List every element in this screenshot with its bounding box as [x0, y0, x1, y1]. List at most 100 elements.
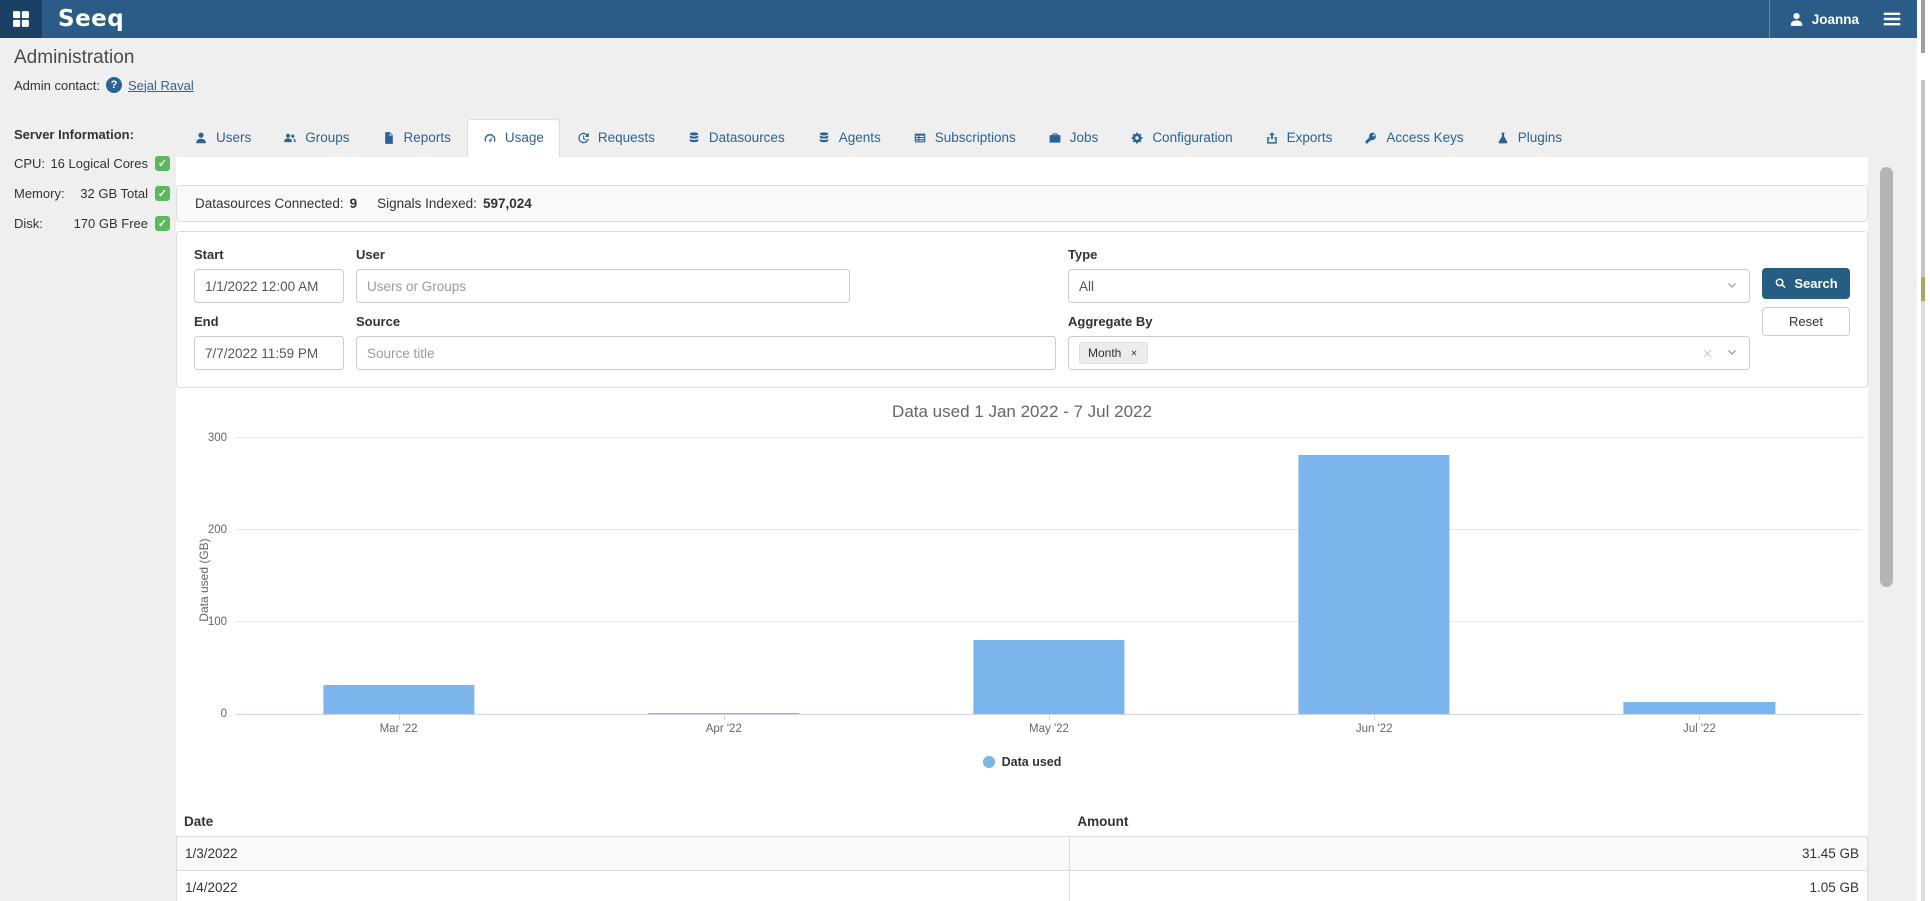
tab-label: Groups	[305, 130, 350, 146]
x-tick-label: Jul '22	[1682, 723, 1716, 735]
usage-panel: Datasources Connected: 9 Signals Indexed:…	[176, 157, 1868, 901]
end-label: End	[194, 314, 219, 329]
hamburger-menu-button[interactable]	[1877, 8, 1917, 30]
tab-label: Subscriptions	[934, 130, 1016, 146]
signals-indexed-stat: Signals Indexed: 597,024	[377, 196, 532, 211]
tab-groups[interactable]: Groups	[267, 119, 365, 157]
server-info-heading: Server Information:	[14, 127, 134, 142]
legend-item-data-used[interactable]: Data used	[982, 755, 1061, 769]
search-button[interactable]: Search	[1762, 268, 1850, 299]
scrollbar-marker	[1921, 277, 1925, 301]
start-input[interactable]	[194, 269, 344, 303]
question-circle-icon	[106, 77, 122, 93]
window-scrollbar-track	[1921, 80, 1925, 277]
tab-label: Access Keys	[1386, 130, 1464, 146]
x-tick-mark	[398, 714, 400, 720]
user-input[interactable]	[356, 269, 850, 303]
aggregate-by-select[interactable]: Month	[1068, 336, 1750, 370]
gridline	[236, 529, 1862, 530]
flask-icon	[1496, 131, 1510, 145]
tab-label: Plugins	[1517, 130, 1562, 146]
tab-label: Usage	[504, 130, 544, 146]
tab-label: Agents	[838, 130, 881, 146]
y-axis-title: Data used (GB)	[197, 538, 211, 622]
cell-amount: 31.45 GB	[1069, 837, 1867, 870]
server-info-memory: Memory: 32 GB Total	[14, 186, 170, 201]
tab-subscriptions[interactable]: Subscriptions	[897, 119, 1032, 157]
reset-button[interactable]: Reset	[1762, 307, 1850, 336]
bar-Apr '22[interactable]	[648, 713, 800, 714]
tab-access-keys[interactable]: Access Keys	[1348, 119, 1479, 157]
user-field: User	[356, 247, 1056, 303]
admin-tabs: Users Groups Reports Usage Requests Data…	[176, 119, 1868, 157]
start-field: Start	[194, 247, 344, 303]
source-label: Source	[356, 314, 401, 329]
user-menu[interactable]: Joanna	[1770, 11, 1877, 28]
chart-plot: 0 100 200 300 Mar '22 Apr '22 May '22 Jun '22 Ju…	[208, 432, 1862, 735]
tab-exports[interactable]: Exports	[1249, 119, 1349, 157]
cell-date: 1/4/2022	[185, 880, 238, 895]
table-header: Date Amount	[176, 807, 1868, 837]
app-switcher-button[interactable]	[0, 0, 42, 38]
start-label: Start	[194, 247, 224, 262]
server-info-value: 32 GB Total	[80, 186, 148, 201]
aggregate-tag-month[interactable]: Month	[1079, 342, 1149, 364]
briefcase-icon	[1048, 131, 1062, 145]
gridline	[236, 437, 1862, 438]
type-select[interactable]: All	[1068, 269, 1750, 303]
user-icon	[194, 131, 208, 145]
usage-chart: Data used 1 Jan 2022 - 7 Jul 2022 Data u…	[176, 401, 1868, 769]
filter-buttons: Search Reset	[1762, 247, 1850, 370]
x-tick-label: Jun '22	[1355, 723, 1393, 735]
remove-tag-icon[interactable]	[1129, 348, 1139, 358]
export-icon	[1265, 131, 1279, 145]
tab-jobs[interactable]: Jobs	[1032, 119, 1115, 157]
list-alt-icon	[913, 131, 927, 145]
legend-marker	[982, 756, 995, 768]
database-icon	[687, 131, 701, 145]
tab-configuration[interactable]: Configuration	[1114, 119, 1248, 157]
x-tick-mark	[1374, 714, 1376, 720]
tab-usage[interactable]: Usage	[466, 119, 560, 157]
hamburger-icon	[1881, 8, 1903, 30]
x-tick-label: Mar '22	[379, 723, 418, 735]
chevron-down-icon	[1725, 279, 1739, 293]
window-scrollbar-thumb[interactable]	[1921, 0, 1925, 53]
server-info-value: 170 GB Free	[73, 216, 148, 231]
navbar-divider	[1768, 0, 1770, 38]
column-header-amount: Amount	[1077, 814, 1129, 829]
clear-selection-icon[interactable]	[1700, 346, 1715, 361]
gridline	[236, 621, 1862, 622]
bar-May '22[interactable]	[973, 640, 1125, 714]
cell-date: 1/3/2022	[185, 846, 238, 861]
grid-icon	[11, 9, 31, 29]
x-tick-label: Apr '22	[705, 723, 742, 735]
source-input[interactable]	[356, 336, 1056, 370]
server-info-label: Disk:	[14, 216, 43, 231]
tab-agents[interactable]: Agents	[801, 119, 897, 157]
x-tick-mark	[1699, 714, 1701, 720]
tab-users[interactable]: Users	[178, 119, 267, 157]
bar-Jun '22[interactable]	[1298, 454, 1450, 714]
check-icon	[155, 186, 170, 201]
column-header-date: Date	[184, 814, 214, 829]
end-field: End	[194, 314, 344, 370]
tab-requests[interactable]: Requests	[560, 119, 671, 157]
chart-legend: Data used	[176, 755, 1868, 769]
usage-table: Date Amount 1/3/2022 31.45 GB 1/4/2022 1…	[176, 807, 1868, 901]
tab-reports[interactable]: Reports	[366, 119, 467, 157]
end-input[interactable]	[194, 336, 344, 370]
admin-contact-link[interactable]: Sejal Raval	[128, 77, 194, 93]
check-icon	[155, 156, 170, 171]
window-scrollbar[interactable]	[1917, 0, 1930, 901]
content-scrollbar-thumb[interactable]	[1880, 167, 1893, 587]
bar-Jul '22[interactable]	[1623, 702, 1775, 714]
bar-Mar '22[interactable]	[322, 685, 475, 714]
user-name: Joanna	[1811, 11, 1859, 27]
aggregate-by-field: Aggregate By Month	[1068, 314, 1750, 370]
x-tick-label: May '22	[1029, 723, 1069, 735]
users-icon	[283, 131, 297, 145]
tab-plugins[interactable]: Plugins	[1480, 119, 1578, 157]
tab-datasources[interactable]: Datasources	[671, 119, 801, 157]
